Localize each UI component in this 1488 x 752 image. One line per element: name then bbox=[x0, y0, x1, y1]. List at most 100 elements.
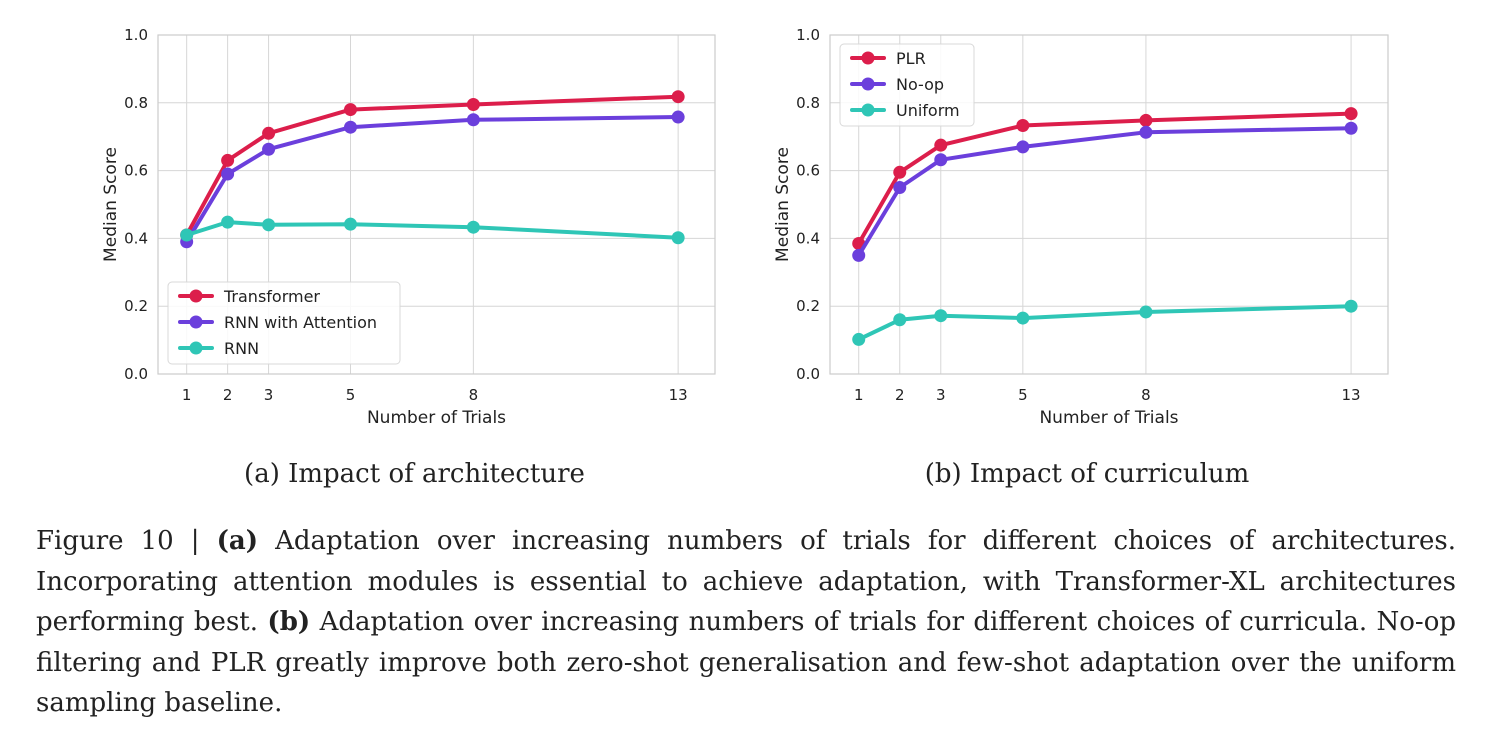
chart-a-y-axis-label: Median Score bbox=[101, 147, 121, 262]
chart-a-y-tick-label: 0.0 bbox=[124, 365, 148, 383]
chart-a-x-tick-label: 8 bbox=[469, 386, 479, 404]
chart-b-x-tick-label: 5 bbox=[1018, 386, 1028, 404]
chart-b-legend-swatch-marker bbox=[861, 103, 875, 117]
chart-a-legend-box bbox=[167, 281, 401, 365]
chart-b-legend-label: Uniform bbox=[896, 101, 960, 120]
chart-b-x-axis-label: Number of Trials bbox=[1039, 408, 1178, 428]
caption-marker-a: (a) bbox=[216, 526, 259, 556]
chart-b-subcaption: (b) Impact of curriculum bbox=[925, 459, 1250, 489]
chart-a-data-point bbox=[671, 90, 685, 104]
chart-a-data-point bbox=[466, 97, 480, 111]
chart-b-data-point bbox=[1016, 119, 1030, 133]
chart-b-y-tick-label: 0.0 bbox=[796, 365, 820, 383]
chart-b-x-tick-label: 13 bbox=[1342, 386, 1361, 404]
chart-b-y-tick-label: 0.2 bbox=[796, 297, 820, 315]
caption-text-b: Adaptation over increasing numbers of tr… bbox=[36, 607, 1456, 718]
chart-a-y-tick-label: 0.6 bbox=[124, 162, 148, 180]
chart-b-data-point bbox=[852, 332, 866, 346]
chart-b-data-point bbox=[1016, 140, 1030, 154]
chart-a-x-tick-label: 5 bbox=[346, 386, 356, 404]
chart-b-data-point bbox=[934, 153, 948, 167]
chart-a-x-axis-label: Number of Trials bbox=[367, 408, 506, 428]
chart-a-data-point bbox=[262, 218, 276, 232]
chart-a-data-point bbox=[343, 120, 357, 134]
figure-caption: Figure 10 | (a) Adaptation over increasi… bbox=[36, 521, 1456, 724]
chart-a-data-point bbox=[466, 220, 480, 234]
chart-b-legend: PLR No-op Uniform bbox=[839, 43, 975, 127]
chart-b-data-point bbox=[1344, 299, 1358, 313]
chart-a-y-tick-label: 1.0 bbox=[124, 26, 148, 44]
figure-panels: 0.00.20.40.60.81.0 1 2 3 5 8 13 Number of Tri… bbox=[101, 26, 1389, 489]
chart-b-x-tick-label: 2 bbox=[895, 386, 905, 404]
chart-b-series-line bbox=[856, 304, 1354, 342]
chart-b-legend-swatch-marker bbox=[861, 77, 875, 91]
chart-a-legend-swatch-marker bbox=[189, 315, 203, 329]
chart-panel-a: 0.0 0.2 0.4 0.6 0.8 1.0 1 2 3 5 8 13 Number of Tri… bbox=[101, 26, 716, 489]
chart-a-legend: Transformer RNN with Attention RNN bbox=[167, 281, 401, 365]
chart-b-data-point bbox=[852, 248, 866, 262]
chart-a-legend-label: RNN with Attention bbox=[224, 313, 377, 332]
chart-b-y-tick-label: 0.4 bbox=[796, 229, 820, 247]
chart-b-series bbox=[852, 107, 1358, 346]
chart-b-y-tick-label: 1.0 bbox=[796, 26, 820, 44]
chart-a-series-line bbox=[184, 220, 681, 240]
chart-b-y-tick-label: 0.6 bbox=[796, 162, 820, 180]
chart-b-x-ticks: 1 2 3 5 8 13 bbox=[854, 386, 1361, 404]
chart-a-legend-swatch-marker bbox=[189, 341, 203, 355]
chart-b-data-point bbox=[1016, 311, 1030, 325]
chart-a-data-point bbox=[221, 215, 235, 229]
chart-b-x-tick-label: 3 bbox=[936, 386, 946, 404]
chart-a-x-ticks: 1 2 3 5 8 13 bbox=[182, 386, 688, 404]
caption-text-a: Adaptation over increasing numbers of tr… bbox=[36, 526, 1456, 637]
chart-b-data-point bbox=[893, 313, 907, 327]
chart-b-legend-box bbox=[839, 43, 975, 127]
chart-a-data-point bbox=[343, 103, 357, 117]
chart-b-legend-label: No-op bbox=[896, 75, 944, 94]
chart-b-data-point bbox=[1344, 107, 1358, 121]
caption-marker-b: (b) bbox=[267, 607, 311, 637]
chart-a-frame bbox=[157, 34, 716, 375]
chart-a-x-tick-label: 1 bbox=[182, 386, 192, 404]
chart-a-data-point bbox=[466, 113, 480, 127]
chart-b-data-point bbox=[1139, 305, 1153, 319]
chart-a-data-point bbox=[221, 153, 235, 167]
chart-a-y-tick-label: 0.2 bbox=[124, 297, 148, 315]
chart-b-frame bbox=[829, 34, 1389, 375]
chart-a-y-tick-label: 0.4 bbox=[124, 229, 148, 247]
chart-a-legend-label: Transformer bbox=[223, 287, 320, 306]
chart-a-y-ticks: 0.0 0.2 0.4 0.6 0.8 1.0 bbox=[124, 26, 148, 383]
chart-b-x-tick-label: 8 bbox=[1141, 386, 1151, 404]
chart-a-legend-label: RNN bbox=[224, 339, 259, 358]
chart-a-data-point bbox=[262, 142, 276, 156]
caption-prefix: Figure 10 | bbox=[36, 526, 217, 556]
chart-a-x-tick-label: 13 bbox=[669, 386, 688, 404]
chart-a-series-line bbox=[184, 115, 681, 244]
chart-b-data-point bbox=[1344, 121, 1358, 135]
chart-a-x-tick-label: 2 bbox=[223, 386, 233, 404]
chart-b-y-ticks: 0.0 0.2 0.4 0.6 0.8 1.0 bbox=[796, 26, 820, 383]
chart-b-legend-swatch-marker bbox=[861, 51, 875, 65]
chart-b-series-line bbox=[856, 111, 1354, 246]
chart-a-x-tick-label: 3 bbox=[264, 386, 274, 404]
chart-a-y-tick-label: 0.8 bbox=[124, 94, 148, 112]
chart-a-data-point bbox=[671, 231, 685, 245]
chart-a-subcaption: (a) Impact of architecture bbox=[244, 459, 585, 489]
chart-a-data-point bbox=[343, 217, 357, 231]
chart-b-data-point bbox=[893, 165, 907, 179]
chart-a-series-line bbox=[184, 94, 681, 237]
chart-b-data-point bbox=[893, 181, 907, 195]
chart-a-data-point bbox=[262, 126, 276, 140]
chart-b-data-point bbox=[934, 309, 948, 323]
chart-b-data-point bbox=[1139, 113, 1153, 127]
chart-b-legend-label: PLR bbox=[896, 49, 926, 68]
chart-a-data-point bbox=[221, 167, 235, 181]
chart-b-data-point bbox=[1139, 125, 1153, 139]
chart-a-data-point bbox=[180, 228, 194, 242]
chart-a-data-point bbox=[671, 110, 685, 124]
chart-a-series bbox=[180, 90, 685, 249]
chart-panel-b: 0.0 0.2 0.4 0.6 0.8 1.0 1 2 3 5 8 13 Number of Tri… bbox=[773, 26, 1389, 489]
chart-b-x-tick-label: 1 bbox=[854, 386, 864, 404]
chart-b-y-axis-label: Median Score bbox=[773, 147, 793, 262]
chart-b-y-tick-label: 0.8 bbox=[796, 94, 820, 112]
chart-a-legend-swatch-marker bbox=[189, 289, 203, 303]
